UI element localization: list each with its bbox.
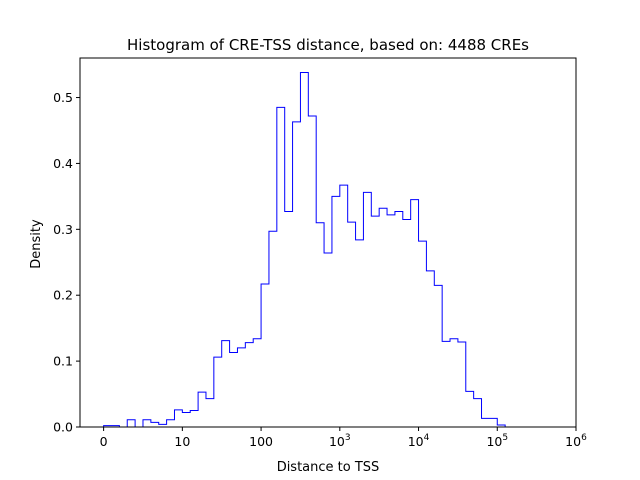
histogram-bin <box>206 399 214 427</box>
histogram-bin <box>285 212 293 427</box>
histogram-bin <box>403 219 411 427</box>
histogram-bin <box>332 196 340 427</box>
histogram-bin <box>151 422 159 427</box>
histogram-layer <box>103 72 506 428</box>
histogram-bin <box>340 185 348 427</box>
histogram-bin <box>379 208 387 427</box>
histogram-bin <box>324 253 332 427</box>
histogram-bin <box>450 339 458 427</box>
histogram-bin <box>174 410 182 427</box>
histogram-bin <box>253 339 261 427</box>
y-tick-label: 0.1 <box>53 354 73 369</box>
histogram-bin <box>230 353 238 427</box>
x-tick-label: 103 <box>329 433 351 449</box>
histogram-bin <box>182 413 190 427</box>
histogram-bin <box>363 192 371 427</box>
histogram-bin <box>356 240 364 427</box>
histogram-bin <box>214 357 222 427</box>
histogram-bin <box>261 284 269 427</box>
y-tick-label: 0.5 <box>53 90 73 105</box>
histogram-bin <box>458 342 466 427</box>
histogram-outline <box>103 72 506 428</box>
histogram-bin <box>245 343 253 427</box>
x-tick-label: 106 <box>565 433 587 449</box>
histogram-bin <box>167 420 175 427</box>
histogram-bin <box>474 399 482 427</box>
histogram-bin <box>190 411 198 427</box>
x-tick-label: 100 <box>249 434 273 449</box>
histogram-bin <box>348 222 356 427</box>
histogram-bin <box>489 418 497 427</box>
histogram-bin <box>198 392 206 427</box>
y-tick-label: 0.2 <box>53 288 73 303</box>
histogram-bin <box>482 418 490 427</box>
x-tick-label: 0 <box>100 434 108 449</box>
plot-area-frame <box>79 57 577 428</box>
y-tick-label: 0.4 <box>53 156 73 171</box>
histogram-bin <box>442 341 450 427</box>
x-tick-label: 105 <box>486 433 508 449</box>
y-axis-title: Density <box>29 219 44 269</box>
histogram-bin <box>237 348 245 427</box>
histogram-bin <box>222 341 230 427</box>
x-tick-label: 10 <box>174 434 190 449</box>
y-tick-label: 0.0 <box>53 420 73 435</box>
histogram-bin <box>419 241 427 427</box>
histogram-bin <box>143 420 151 427</box>
y-tick-label: 0.3 <box>53 222 73 237</box>
histogram-bin <box>434 285 442 427</box>
histogram-bin <box>395 212 403 427</box>
chart-title: Histogram of CRE-TSS distance, based on:… <box>127 36 529 54</box>
histogram-bin <box>269 231 277 427</box>
histogram-bin <box>426 271 434 427</box>
x-axis-title: Distance to TSS <box>277 460 380 475</box>
histogram-bin <box>277 107 285 427</box>
histogram-bin <box>308 116 316 427</box>
histogram-bin <box>387 215 395 427</box>
histogram-bin <box>127 420 135 427</box>
histogram-bin <box>300 72 308 427</box>
histogram-bin <box>371 216 379 427</box>
ticks-layer: 0 10 100 103 104 105 106 0.0 0.1 0.2 0.3 0.4 0.5 <box>53 90 587 449</box>
histogram-bin <box>466 391 474 427</box>
histogram-bin <box>316 223 324 427</box>
x-tick-label: 104 <box>408 433 430 449</box>
histogram-bin <box>293 122 301 427</box>
histogram-bin <box>411 200 419 427</box>
